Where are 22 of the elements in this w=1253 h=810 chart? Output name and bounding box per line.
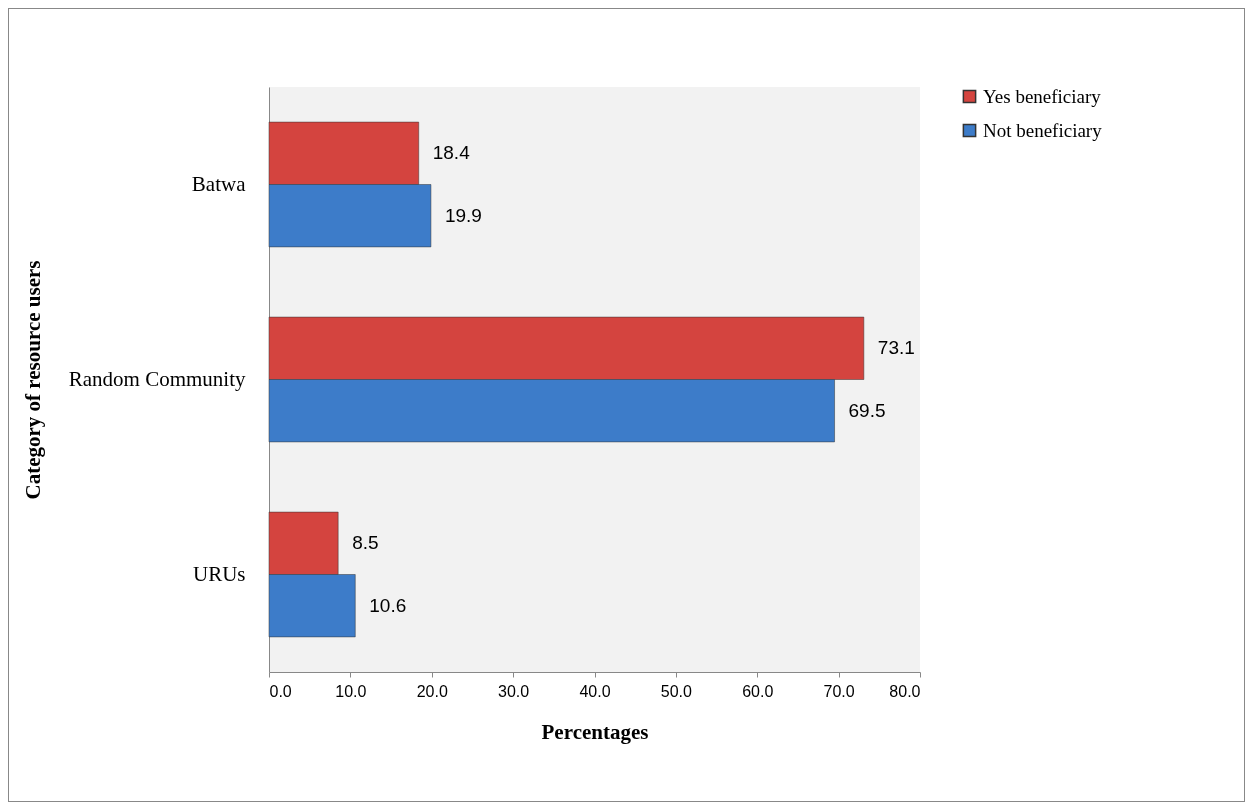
legend-label: Not beneficiary [983, 119, 1103, 141]
data-label: 73.1 [877, 337, 915, 359]
x-tick-label: 10.0 [335, 682, 367, 700]
x-axis-title: Percentages [541, 719, 649, 744]
x-tick-label: 30.0 [498, 682, 530, 700]
y-tick-label: Batwa [191, 171, 247, 196]
y-tick-label: Random Community [68, 366, 246, 391]
x-tick-label: 40.0 [579, 682, 611, 700]
x-tick-label: 0.0 [269, 682, 292, 700]
y-tick-label: URUs [192, 561, 246, 586]
x-tick-label: 70.0 [823, 682, 855, 700]
y-axis-title: Category of resource users [20, 260, 45, 500]
legend-label: Yes beneficiary [983, 85, 1102, 107]
x-tick-label: 50.0 [660, 682, 693, 700]
x-tick-label: 20.0 [416, 682, 448, 700]
x-tick-label: 60.0 [742, 682, 774, 700]
x-tick-label: 80.0 [889, 682, 921, 700]
data-label: 18.4 [432, 142, 471, 164]
data-label: 69.5 [848, 399, 886, 421]
data-label: 10.6 [369, 594, 407, 616]
data-label: 19.9 [444, 204, 482, 226]
data-label: 8.5 [352, 532, 379, 554]
